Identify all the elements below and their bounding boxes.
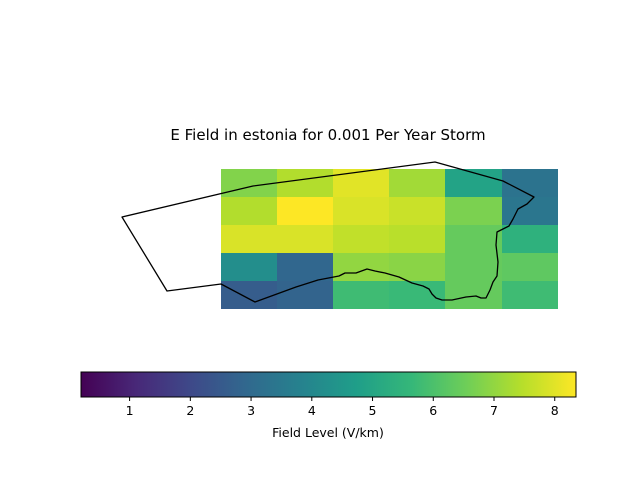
colorbar-tick-label: 7 xyxy=(490,403,498,418)
heatmap-cell xyxy=(333,169,389,197)
chart-title: E Field in estonia for 0.001 Per Year St… xyxy=(170,126,485,144)
outer-boundary-line xyxy=(121,161,535,303)
heatmap-cell xyxy=(221,169,277,197)
heatmap-cell xyxy=(445,169,502,197)
heatmap-cell xyxy=(389,225,445,253)
region-outline xyxy=(121,161,535,303)
heatmap-cell xyxy=(333,281,389,309)
heatmap-cell xyxy=(445,225,502,253)
heatmap-cell xyxy=(333,225,389,253)
colorbar-tick-label: 2 xyxy=(186,403,194,418)
heatmap-cell xyxy=(221,253,277,281)
heatmap-cell xyxy=(221,281,277,309)
colorbar-gradient xyxy=(80,371,577,398)
heatmap-cell xyxy=(277,253,333,281)
heatmap-cell xyxy=(333,253,389,281)
heatmap-cell xyxy=(502,225,558,253)
colorbar-tick-label: 6 xyxy=(429,403,437,418)
heatmap-cell xyxy=(277,281,333,309)
colorbar-tick-label: 3 xyxy=(247,403,255,418)
colorbar-ticks: 1 2 3 4 5 6 7 8 xyxy=(126,397,559,418)
colorbar-tick-label: 8 xyxy=(551,403,559,418)
heatmap-cell xyxy=(445,197,502,225)
colorbar-tick-label: 1 xyxy=(126,403,134,418)
colorbar-tick-label: 4 xyxy=(308,403,316,418)
heatmap-cell xyxy=(277,169,333,197)
heatmap-cell xyxy=(502,281,558,309)
heatmap-cell xyxy=(502,169,558,197)
heatmap-cell xyxy=(277,225,333,253)
heatmap-cell xyxy=(277,197,333,225)
colorbar-label: Field Level (V/km) xyxy=(272,425,384,440)
heatmap-cell xyxy=(445,253,502,281)
heatmap-cell xyxy=(389,281,445,309)
heatmap-cell xyxy=(221,197,277,225)
heatmap-cell xyxy=(502,253,558,281)
heatmap-cell xyxy=(333,197,389,225)
heatmap-cell xyxy=(221,225,277,253)
heatmap-cell xyxy=(445,281,502,309)
colorbar-tick-label: 5 xyxy=(369,403,377,418)
colorbar: 1 2 3 4 5 6 7 8 Field Level (V/km) xyxy=(80,371,577,440)
heatmap-grid xyxy=(221,169,558,309)
heatmap-cell xyxy=(389,197,445,225)
heatmap-cell xyxy=(389,169,445,197)
